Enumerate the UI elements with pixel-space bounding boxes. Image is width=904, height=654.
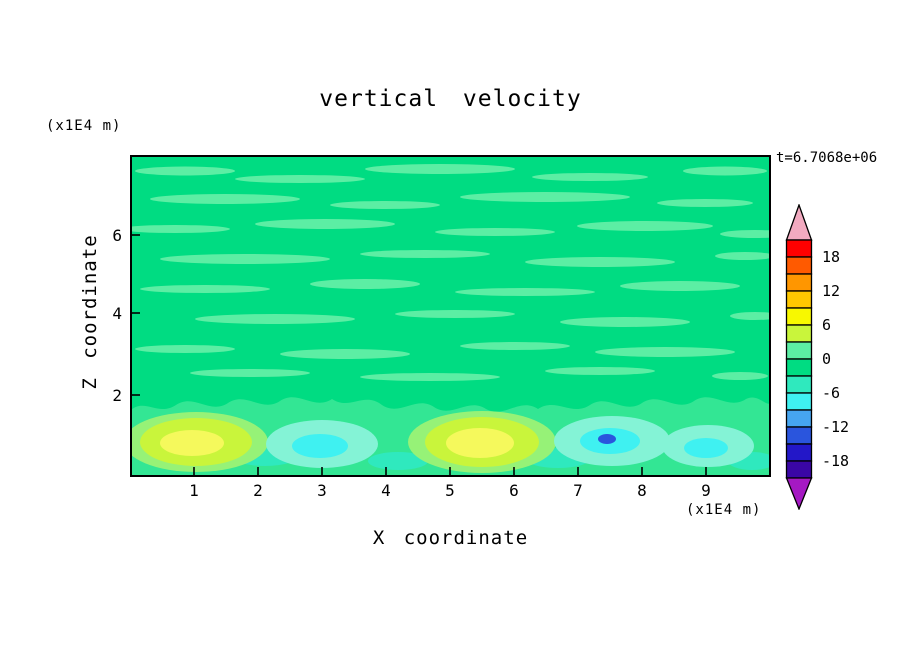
colorbar-cell bbox=[785, 409, 813, 428]
colorbar-label-m18: -18 bbox=[822, 452, 850, 470]
colorbar-cell bbox=[785, 324, 813, 343]
colorbar-cell bbox=[785, 443, 813, 462]
chart-title: vertical velocity bbox=[319, 86, 582, 112]
y-tick-label-6: 6 bbox=[112, 226, 122, 245]
x-tick-label-7: 7 bbox=[573, 481, 583, 500]
axis-tick-marks bbox=[131, 234, 707, 476]
colorbar-label-m6: -6 bbox=[822, 384, 841, 402]
contour-plot bbox=[130, 155, 771, 477]
positive-streak-contours bbox=[130, 164, 771, 381]
time-annotation: t=6.7068e+06 bbox=[776, 150, 878, 166]
downdraft-core-spot bbox=[598, 434, 616, 444]
x-tick-label-6: 6 bbox=[509, 481, 519, 500]
colorbar-bottom-arrow bbox=[785, 477, 813, 510]
x-tick-label-8: 8 bbox=[637, 481, 647, 500]
x-tick-label-2: 2 bbox=[253, 481, 263, 500]
updraft-blob-central bbox=[408, 411, 556, 473]
colorbar-label-6: 6 bbox=[822, 316, 832, 334]
colorbar-cell bbox=[785, 307, 813, 326]
x-tick-label-9: 9 bbox=[701, 481, 711, 500]
colorbar-cell bbox=[785, 392, 813, 411]
plot-frame bbox=[130, 155, 771, 477]
colorbar-cell bbox=[785, 375, 813, 394]
downdraft-blob-east bbox=[662, 425, 754, 467]
colorbar-label-12: 12 bbox=[822, 282, 841, 300]
colorbar-cell bbox=[785, 273, 813, 292]
downdraft-blob-1 bbox=[266, 420, 378, 468]
y-tick-label-2: 2 bbox=[112, 386, 122, 405]
x-tick-label-5: 5 bbox=[445, 481, 455, 500]
colorbar-label-18: 18 bbox=[822, 248, 841, 266]
downdraft-blob-2 bbox=[554, 416, 670, 466]
colorbar-cell bbox=[785, 341, 813, 360]
colorbar-cell bbox=[785, 239, 813, 258]
colorbar-cell bbox=[785, 256, 813, 275]
x-tick-label-3: 3 bbox=[317, 481, 327, 500]
colorbar-label-0: 0 bbox=[822, 350, 832, 368]
colorbar-cell bbox=[785, 358, 813, 377]
colorbar-cell bbox=[785, 426, 813, 445]
y-tick-label-4: 4 bbox=[112, 304, 122, 323]
colorbar-cell bbox=[785, 460, 813, 479]
y-axis-unit: (x1E4 m) bbox=[46, 118, 122, 134]
x-tick-label-4: 4 bbox=[381, 481, 391, 500]
colorbar-cell bbox=[785, 290, 813, 309]
x-axis-unit: (x1E4 m) bbox=[686, 502, 762, 518]
updraft-blob-west bbox=[130, 412, 268, 472]
colorbar-top-arrow bbox=[785, 204, 813, 241]
colorbar-label-m12: -12 bbox=[822, 418, 850, 436]
x-tick-label-1: 1 bbox=[189, 481, 199, 500]
x-axis-label: X coordinate bbox=[372, 527, 529, 549]
colorbar bbox=[785, 204, 813, 510]
